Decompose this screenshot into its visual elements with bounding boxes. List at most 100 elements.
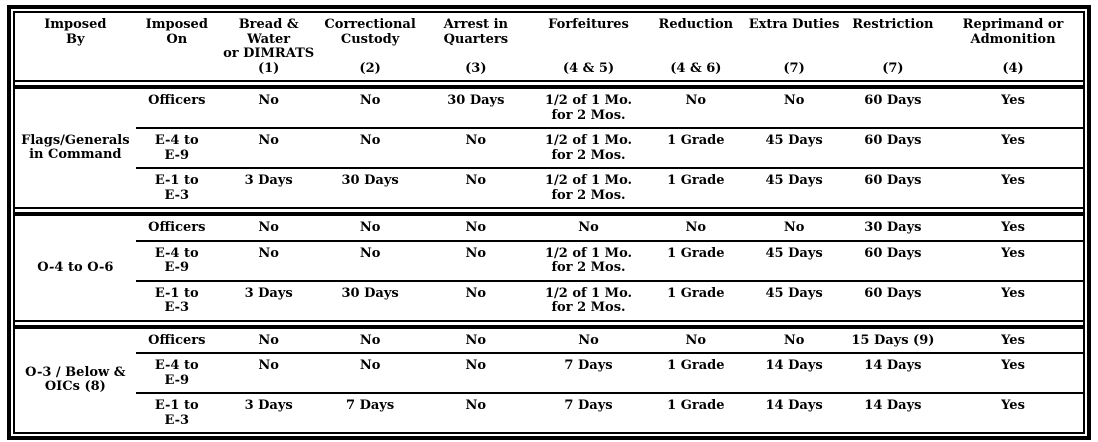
cell-correctional-custody: No [359,332,381,348]
cell-extra-duties: 14 Days [765,358,823,373]
column-header-note: (7) [882,60,904,76]
cell-reprimand-admonition: Yes [1001,173,1025,188]
cell-forfeitures: No [578,220,599,235]
cell-reduction: 1 Grade [667,173,725,188]
cell-bread-water: No [258,358,279,373]
column-header-arrest-in-quarters: Arrest in Quarters (3) [421,13,531,80]
group-label-flags-generals: Flags/Generals in Command [21,132,130,162]
group-rows: Officers No No No No No No 15 Days (9) Y… [135,329,1083,433]
table-header-row: Imposed By Imposed On Bread & Water or D… [15,13,1083,80]
cell-imposed-on: E-1 to E-3 [154,398,199,428]
cell-arrest-in-quarters: No [465,358,487,373]
table-row: Officers No No No No No No 15 Days (9) Y… [136,329,1083,353]
cell-forfeitures: 7 Days [564,358,613,373]
cell-imposed-on: Officers [148,332,206,348]
cell-reprimand-admonition: Yes [1001,220,1025,235]
cell-extra-duties: 45 Days [765,245,823,261]
cell-reprimand-admonition: Yes [1001,133,1025,148]
cell-reduction: 1 Grade [667,245,725,261]
cell-restriction: 60 Days [864,133,922,148]
column-header-note: (4 & 5) [562,60,615,76]
table-row: E-4 to E-9 No No No 7 Days 1 Grade 14 Da… [135,352,1083,392]
table-row: E-1 to E-3 3 Days 7 Days No 7 Days 1 Gra… [135,392,1083,432]
cell-forfeitures: 1/2 of 1 Mo. for 2 Mos. [544,133,633,163]
column-header-title: Correctional Custody [324,17,416,47]
cell-extra-duties: No [783,93,805,108]
group-divider [15,207,1083,216]
column-header-note: (2) [359,60,381,76]
column-header-restriction: Restriction (7) [843,13,943,80]
cell-bread-water: No [258,245,279,261]
column-header-note: (1) [257,60,280,76]
cell-bread-water: No [258,133,279,148]
column-header-title: Restriction [852,17,934,32]
cell-extra-duties: 14 Days [765,398,823,413]
table-row: E-4 to E-9 No No No 1/2 of 1 Mo. for 2 M… [135,239,1083,280]
cell-correctional-custody: No [359,358,381,373]
cell-extra-duties: 45 Days [765,285,823,301]
group-label-o4-to-o6: O-4 to O-6 [37,259,114,275]
cell-extra-duties: 45 Days [765,133,823,148]
cell-arrest-in-quarters: No [465,220,487,235]
table-row: E-1 to E-3 3 Days 30 Days No 1/2 of 1 Mo… [135,167,1083,207]
table-row: Officers No No 30 Days 1/2 of 1 Mo. for … [136,89,1083,127]
cell-reduction: 1 Grade [667,133,725,148]
cell-imposed-on: Officers [148,220,206,235]
cell-bread-water: 3 Days [244,285,293,301]
column-header-forfeitures: Forfeitures (4 & 5) [531,13,646,80]
group-label-o3-below-oics: O-3 / Below & OICs (8) [25,364,126,395]
cell-bread-water: No [258,332,279,348]
cell-restriction: 14 Days [864,358,922,373]
cell-correctional-custody: No [359,93,381,108]
cell-reduction: No [685,93,707,108]
column-header-title: Reprimand or Admonition [962,17,1064,47]
cell-arrest-in-quarters: No [465,173,487,188]
cell-arrest-in-quarters: 30 Days [447,93,505,108]
cell-imposed-on: E-4 to E-9 [154,245,199,275]
cell-reprimand-admonition: Yes [1001,245,1025,261]
cell-arrest-in-quarters: No [465,133,487,148]
column-header-note: (4) [1002,60,1024,76]
column-header-reduction: Reduction (4 & 6) [646,13,745,80]
cell-forfeitures: 7 Days [564,398,613,413]
cell-bread-water: No [258,220,279,235]
table-row: Officers No No No No No No 30 Days Yes [136,216,1083,240]
header-body-divider [15,80,1083,89]
cell-restriction: 60 Days [864,173,922,188]
column-header-reprimand-admonition: Reprimand or Admonition (4) [943,13,1083,80]
cell-imposed-on: E-4 to E-9 [154,358,199,388]
cell-forfeitures: 1/2 of 1 Mo. for 2 Mos. [544,93,633,123]
group-rows: Officers No No 30 Days 1/2 of 1 Mo. for … [135,89,1083,207]
group-divider [15,319,1083,329]
cell-forfeitures: 1/2 of 1 Mo. for 2 Mos. [544,285,633,315]
column-header-title: Imposed By [44,17,107,47]
cell-restriction: 60 Days [864,285,922,301]
cell-reprimand-admonition: Yes [1001,398,1025,413]
column-header-imposed-by: Imposed By [15,13,136,80]
cell-correctional-custody: No [359,245,381,261]
column-header-title: Reduction [658,17,734,32]
cell-imposed-on: Officers [148,93,206,108]
table-inner-border: Imposed By Imposed On Bread & Water or D… [13,11,1085,434]
table-row: E-4 to E-9 No No No 1/2 of 1 Mo. for 2 M… [135,127,1083,167]
column-header-title: Forfeitures [548,17,629,32]
cell-correctional-custody: 30 Days [341,173,399,188]
column-header-title: Imposed On [145,17,208,47]
column-header-title: Extra Duties [748,17,840,32]
cell-restriction: 30 Days [864,220,922,235]
cell-bread-water: No [258,93,279,108]
column-header-correctional-custody: Correctional Custody (2) [319,13,420,80]
group-flags-generals: Flags/Generals in Command Officers No No… [15,89,1083,207]
cell-forfeitures: 1/2 of 1 Mo. for 2 Mos. [544,173,633,203]
group-o4-to-o6: O-4 to O-6 Officers No No No No No No 30… [15,216,1083,320]
cell-restriction: 14 Days [864,398,922,413]
cell-imposed-on: E-4 to E-9 [154,133,199,163]
cell-reduction: 1 Grade [667,398,725,413]
cell-extra-duties: 45 Days [765,173,823,188]
cell-arrest-in-quarters: No [465,285,487,301]
cell-reprimand-admonition: Yes [1001,93,1025,108]
column-header-note: (3) [465,60,487,76]
cell-restriction: 60 Days [864,93,922,108]
cell-correctional-custody: 7 Days [346,398,395,413]
group-rows: Officers No No No No No No 30 Days Yes E… [135,216,1083,320]
